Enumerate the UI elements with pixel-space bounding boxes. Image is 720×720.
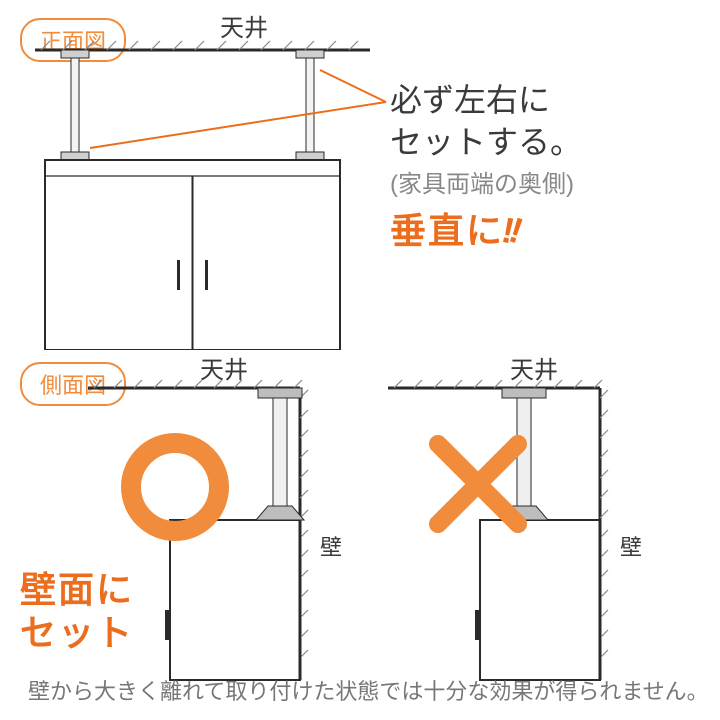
footer-note: 壁から大きく離れて取り付けた状態では十分な効果が得られません。	[28, 674, 709, 706]
correct-icon	[110, 422, 240, 552]
wall-set-text: 壁面に セット	[20, 568, 134, 654]
instruction-block: 必ず左右に セットする。 (家具両端の奥側) 垂直に!!	[390, 80, 582, 255]
incorrect-icon	[418, 424, 538, 544]
instruction-emphasis: 垂直に!!	[390, 208, 582, 255]
front-view-diagram	[0, 0, 720, 350]
instruction-line2: セットする。	[390, 122, 582, 164]
instruction-sub: (家具両端の奥側)	[390, 169, 582, 200]
instruction-line1: 必ず左右に	[390, 80, 582, 122]
